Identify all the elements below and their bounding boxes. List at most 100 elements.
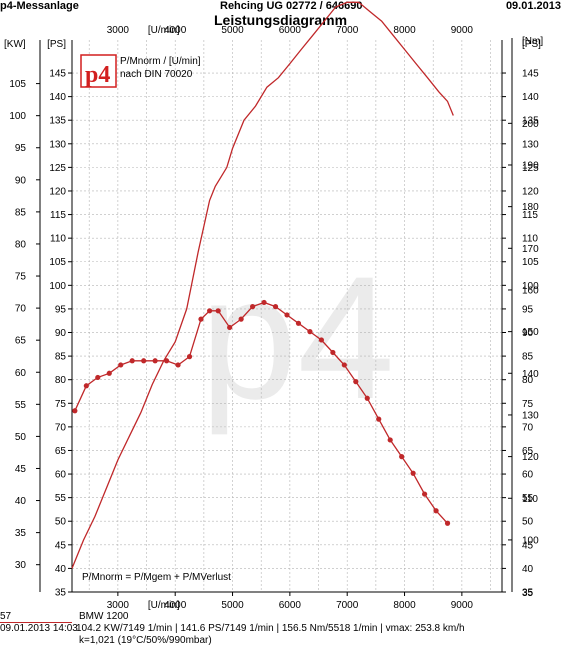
- ps-tick-label-left: 65: [55, 446, 67, 457]
- footer-vehicle: BMW 1200: [79, 611, 129, 622]
- ps-tick-label-right: 70: [522, 422, 534, 433]
- kw-tick-label: 90: [15, 175, 27, 186]
- ps-tick-label-left: 35: [55, 588, 67, 599]
- nm-tick-label: 180: [522, 202, 539, 213]
- kw-tick-label: 45: [15, 464, 27, 475]
- ps-tick-label-right: 135: [522, 116, 539, 127]
- ps-axis-label-left: [PS]: [47, 39, 66, 50]
- torque-point: [410, 470, 416, 476]
- ps-tick-label-left: 145: [49, 69, 66, 80]
- ps-tick-label-right: 110: [522, 234, 538, 245]
- nm-tick-label: 140: [522, 369, 539, 380]
- ps-tick-label-left: 90: [55, 328, 67, 339]
- x-tick-label-bottom: 6000: [279, 600, 302, 611]
- kw-tick-label: 65: [15, 336, 27, 347]
- ps-tick-label-right: 145: [522, 69, 539, 80]
- kw-tick-label: 55: [15, 400, 27, 411]
- axis-labels: 3000 3000 4000 4000 5000 5000 6000 6000 7000 7000…: [4, 25, 543, 611]
- nm-tick-label: 110: [522, 494, 538, 505]
- legend-line-1: P/Mnorm / [U/min]: [120, 56, 201, 67]
- torque-point: [444, 520, 451, 526]
- x-tick-label-top: 7000: [336, 25, 359, 36]
- torque-point: [106, 370, 112, 376]
- ps-tick-label-left: 60: [55, 470, 67, 481]
- ps-tick-label-left: 135: [49, 116, 66, 127]
- ps-tick-label-right: 130: [522, 139, 539, 150]
- x-tick-label-bottom: 9000: [451, 600, 474, 611]
- torque-point: [207, 308, 213, 314]
- ps-tick-label-left: 70: [55, 422, 67, 433]
- kw-tick-label: 70: [15, 304, 27, 315]
- kw-tick-label: 95: [15, 143, 27, 154]
- kw-tick-label: 30: [15, 560, 27, 571]
- nm-tick-label: 150: [522, 327, 539, 338]
- ps-tick-label-left: 80: [55, 375, 67, 386]
- torque-point: [284, 312, 290, 318]
- header-date: 09.01.2013: [505, 0, 561, 12]
- ps-tick-label-left: 100: [49, 281, 66, 292]
- x-tick-label-top: 3000: [107, 25, 130, 36]
- torque-point: [399, 454, 405, 460]
- torque-point: [118, 362, 124, 368]
- ps-tick-label-right: 120: [522, 186, 539, 197]
- x-tick-label-bottom: 8000: [393, 600, 416, 611]
- torque-point: [330, 349, 336, 356]
- x-tick-label-bottom: 7000: [336, 600, 359, 611]
- kw-tick-label: 50: [15, 432, 27, 443]
- axes: [36, 38, 513, 596]
- ps-tick-label-left: 55: [55, 493, 67, 504]
- ps-tick-label-right: 60: [522, 470, 534, 481]
- kw-tick-label: 100: [9, 111, 26, 122]
- kw-axis-label: [KW]: [4, 39, 26, 50]
- torque-point: [95, 374, 101, 381]
- torque-point: [341, 362, 347, 368]
- torque-point: [175, 362, 181, 368]
- nm-tick-label: 200: [522, 119, 539, 130]
- ps-tick-label-left: 115: [50, 210, 66, 221]
- footer-datetime: 09.01.2013 14:03: [0, 623, 78, 634]
- kw-tick-label: 60: [15, 368, 27, 379]
- kw-tick-label: 35: [15, 528, 27, 539]
- nm-tick-label: 120: [522, 452, 539, 463]
- torque-point: [433, 508, 439, 514]
- ps-tick-label-left: 105: [49, 257, 66, 268]
- nm-tick-label: 100: [522, 535, 539, 546]
- torque-point: [83, 383, 89, 389]
- ps-tick-label-right: 75: [522, 399, 534, 410]
- ps-tick-label-right: 50: [522, 517, 534, 528]
- ps-tick-label-right: 85: [522, 352, 534, 363]
- ps-tick-label-left: 120: [49, 186, 66, 197]
- ps-tick-label-right: 95: [522, 304, 534, 315]
- torque-point: [261, 299, 267, 306]
- torque-point: [387, 437, 393, 443]
- nm-tick-label: 160: [522, 285, 539, 296]
- ps-axis-label-right: [PS]: [522, 39, 541, 50]
- series-layer: [71, 1, 454, 569]
- torque-point: [318, 337, 324, 343]
- ps-tick-label-right: 80: [522, 375, 534, 386]
- logo-text: p4: [85, 62, 110, 88]
- torque-point: [353, 379, 359, 385]
- nm-tick-label: 130: [522, 410, 539, 421]
- kw-tick-label: 40: [15, 496, 27, 507]
- kw-tick-label: 85: [15, 207, 27, 218]
- nm-tick-label: 170: [522, 244, 539, 255]
- ps-tick-label-left: 50: [55, 517, 67, 528]
- ps-tick-label-right: 90: [522, 328, 534, 339]
- x-axis-label-bottom: [U/min]: [148, 600, 180, 611]
- ps-tick-label-left: 40: [55, 564, 67, 575]
- torque-point: [376, 416, 382, 422]
- watermark: p4: [200, 241, 395, 436]
- x-tick-label-bottom: 3000: [107, 600, 130, 611]
- x-tick-label-top: 4000: [164, 25, 187, 36]
- legend-box: p4 P/Mnorm / [U/min] nach DIN 70020: [80, 54, 201, 88]
- torque-point: [152, 358, 158, 364]
- kw-tick-label: 80: [15, 239, 27, 250]
- ps-tick-label-right: 45: [522, 540, 534, 551]
- torque-point: [227, 324, 233, 331]
- x-tick-label-top: 6000: [279, 25, 302, 36]
- nm-axis-label: [Nm]: [522, 36, 543, 47]
- ps-tick-label-right: 65: [522, 446, 534, 457]
- x-tick-label-top: 9000: [451, 25, 474, 36]
- torque-point: [364, 395, 370, 401]
